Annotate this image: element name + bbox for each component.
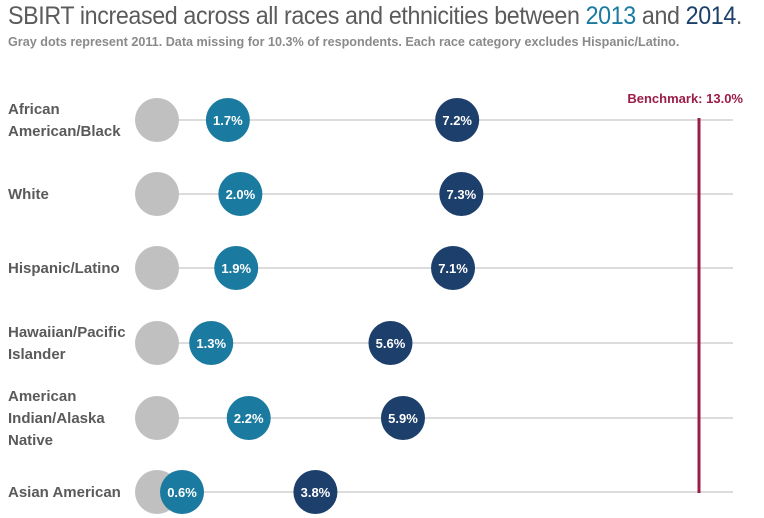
dot-2013-row-3 [189, 321, 234, 365]
dot-2014-row-5 [293, 470, 338, 514]
dot-2011-row-2 [135, 246, 179, 290]
title-suffix: . [735, 2, 743, 30]
title-prefix: SBIRT increased across all races and eth… [8, 2, 586, 30]
category-label-2: Hispanic/Latino [8, 260, 120, 277]
dot-2014-row-3 [368, 321, 413, 365]
dot-2013-row-0 [205, 98, 250, 142]
chart-subtitle: Gray dots represent 2011. Data missing f… [8, 34, 680, 49]
dot-label-2014-row-4: 5.9% [388, 411, 418, 426]
dot-2013-row-5 [160, 470, 205, 514]
dot-label-2014-row-1: 7.3% [447, 187, 477, 202]
benchmark-label: Benchmark: 13.0% [627, 91, 743, 106]
dot-label-2013-row-0: 1.7% [213, 113, 243, 128]
dot-label-2014-row-3: 5.6% [376, 336, 406, 351]
dot-2013-row-1 [218, 172, 263, 216]
dot-label-2013-row-3: 1.3% [196, 336, 226, 351]
dot-label-2013-row-2: 1.9% [221, 261, 251, 276]
category-label-3: Hawaiian/Pacific Islander [8, 324, 126, 363]
dot-2013-row-2 [214, 246, 259, 290]
dot-2011-row-3 [135, 321, 179, 365]
title-year-2013: 2013 [585, 2, 637, 30]
dot-2014-row-4 [380, 396, 425, 440]
dot-label-2013-row-4: 2.2% [234, 411, 264, 426]
title-year-2014: 2014 [685, 2, 737, 30]
dot-label-2013-row-1: 2.0% [226, 187, 256, 202]
dot-2013-row-4 [226, 396, 271, 440]
dot-2011-row-1 [135, 172, 179, 216]
title-middle: and [635, 2, 686, 30]
dot-label-2014-row-5: 3.8% [301, 485, 331, 500]
dot-2011-row-0 [135, 98, 179, 142]
dot-2014-row-2 [431, 246, 476, 290]
dot-2014-row-0 [435, 98, 480, 142]
chart-title: SBIRT increased across all races and eth… [8, 2, 742, 31]
dot-label-2013-row-5: 0.6% [167, 485, 197, 500]
dot-label-2014-row-0: 7.2% [442, 113, 472, 128]
category-label-0: African American/Black [8, 101, 121, 140]
dot-2014-row-1 [439, 172, 484, 216]
dot-label-2014-row-2: 7.1% [438, 261, 468, 276]
category-label-5: Asian American [8, 484, 121, 501]
category-label-1: White [8, 186, 49, 203]
category-label-4: American Indian/Alaska Native [8, 388, 105, 449]
dot-2011-row-4 [135, 396, 179, 440]
